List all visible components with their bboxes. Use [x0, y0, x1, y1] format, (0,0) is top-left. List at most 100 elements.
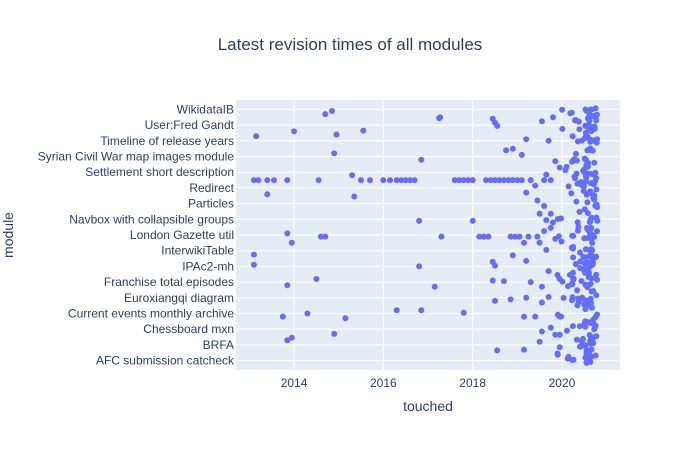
data-point: [578, 137, 585, 144]
data-point: [586, 351, 593, 358]
data-point: [592, 169, 599, 176]
data-point: [351, 193, 358, 200]
data-point: [588, 246, 594, 253]
data-point: [550, 114, 556, 121]
data-point: [485, 233, 492, 240]
data-point: [532, 182, 539, 189]
data-point: [284, 230, 291, 237]
data-point: [521, 313, 527, 320]
data-point: [264, 191, 271, 198]
data-point: [518, 151, 525, 158]
data-point: [411, 177, 418, 184]
data-point: [569, 294, 576, 301]
data-point: [594, 228, 601, 235]
data-point: [304, 310, 311, 317]
data-point: [594, 276, 601, 283]
data-point: [570, 245, 576, 252]
data-point: [554, 216, 561, 222]
data-point: [587, 280, 594, 287]
data-point: [567, 110, 574, 117]
data-point: [582, 323, 589, 330]
data-point: [556, 344, 563, 351]
data-point: [521, 239, 527, 246]
data-point: [500, 177, 507, 184]
data-point: [584, 226, 591, 233]
data-point: [576, 323, 583, 330]
data-point: [523, 294, 530, 301]
data-point: [279, 313, 286, 320]
data-point: [588, 288, 595, 295]
data-point: [255, 177, 262, 184]
data-point: [572, 261, 579, 268]
data-point: [594, 136, 601, 143]
data-point: [569, 323, 576, 330]
data-point: [587, 319, 594, 326]
data-point: [585, 210, 591, 217]
data-point: [494, 122, 501, 129]
data-point: [574, 287, 581, 294]
data-point: [342, 315, 349, 322]
data-point: [532, 313, 539, 320]
data-point: [523, 257, 530, 264]
data-point: [572, 175, 578, 182]
data-point: [407, 177, 414, 184]
data-point: [250, 261, 257, 268]
y-tick-label: Chessboard mxn: [143, 322, 234, 336]
data-point: [547, 210, 554, 217]
data-point: [543, 246, 550, 253]
data-point: [527, 177, 534, 184]
data-point: [570, 276, 577, 282]
data-point: [402, 177, 409, 184]
data-point: [536, 210, 543, 217]
data-point: [492, 297, 498, 304]
data-point: [591, 234, 598, 240]
data-point: [253, 133, 260, 140]
data-point: [565, 283, 571, 290]
data-point: [573, 150, 579, 157]
data-point: [588, 214, 595, 221]
data-point: [322, 111, 329, 118]
data-point: [560, 294, 567, 301]
data-point: [480, 233, 487, 240]
data-point: [556, 331, 563, 338]
data-point: [577, 258, 584, 265]
data-point: [284, 282, 291, 289]
y-tick-label: WikidataIB: [177, 102, 234, 116]
data-point: [581, 235, 588, 242]
data-point: [512, 233, 519, 240]
data-point: [250, 251, 257, 258]
y-tick-label: Euroxiangqi diagram: [124, 291, 234, 305]
data-point: [591, 123, 598, 130]
data-point: [523, 136, 530, 143]
data-point: [574, 219, 581, 226]
data-point: [543, 171, 550, 178]
data-point: [583, 178, 589, 185]
data-point: [552, 158, 559, 165]
data-point: [588, 304, 595, 311]
data-point: [538, 299, 545, 306]
data-point: [547, 324, 554, 331]
data-point: [593, 271, 600, 278]
data-point: [578, 342, 585, 349]
data-point: [331, 330, 338, 337]
data-point: [564, 327, 570, 334]
data-point: [431, 283, 438, 290]
x-axis-title: touched: [403, 398, 453, 414]
data-point: [288, 239, 295, 246]
data-point: [587, 138, 594, 145]
data-point: [581, 155, 588, 162]
data-point: [559, 278, 566, 285]
data-point: [584, 147, 591, 154]
y-tick-label: User:Fred Gandt: [145, 118, 235, 132]
data-point: [398, 177, 405, 184]
data-point: [358, 177, 364, 184]
data-point: [525, 233, 532, 240]
y-tick-label: Current events monthly archive: [68, 306, 234, 320]
data-point: [541, 177, 548, 184]
data-point: [367, 177, 373, 184]
data-point: [592, 202, 599, 209]
data-point: [527, 279, 534, 286]
y-tick-label: Timeline of release years: [100, 134, 234, 148]
data-point: [547, 177, 554, 184]
x-tick-label: 2018: [459, 376, 486, 390]
